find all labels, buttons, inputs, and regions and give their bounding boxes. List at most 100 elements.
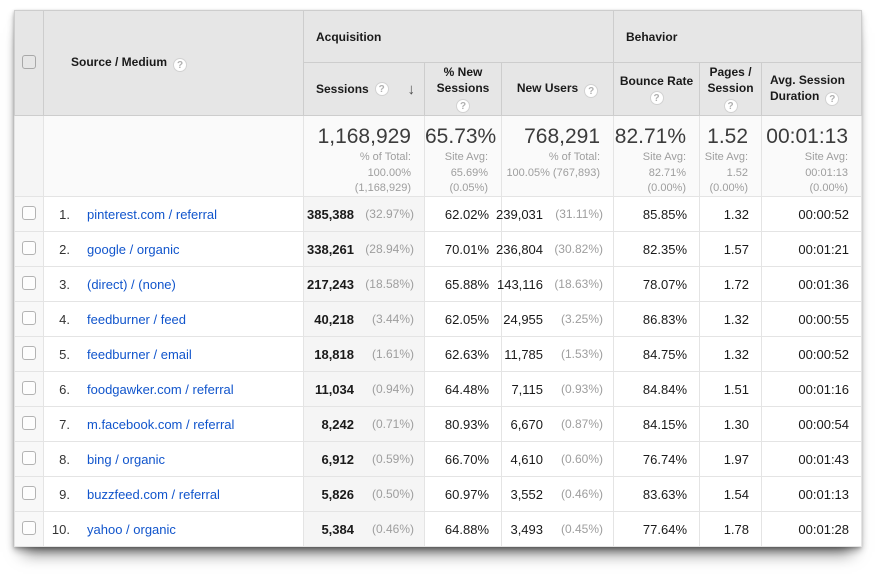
source-medium-link[interactable]: feedburner / email	[87, 346, 192, 362]
sessions-value: 18,818	[314, 346, 354, 362]
row-rank: 10.	[51, 521, 70, 537]
source-medium-cell: 4. feedburner / feed	[43, 301, 304, 338]
new-users-cell: 7,115 (0.93%)	[500, 371, 615, 408]
new-users-cell: 24,955 (3.25%)	[500, 301, 615, 338]
row-checkbox[interactable]	[22, 415, 36, 430]
help-icon[interactable]: ?	[649, 90, 664, 105]
avg-duration-cell: 00:00:54	[761, 406, 863, 443]
column-header-bounce-rate[interactable]: Bounce Rate ?	[613, 62, 701, 116]
bounce-rate-cell: 84.15%	[613, 406, 701, 443]
totals-pages-session-value: 1.52	[707, 125, 749, 148]
row-checkbox-cell	[14, 336, 44, 373]
pages-session-cell: 1.78	[699, 511, 763, 548]
new-users-cell: 6,670 (0.87%)	[500, 406, 615, 443]
bounce-rate-label: Bounce Rate	[619, 73, 694, 88]
avg-duration-cell: 00:00:52	[761, 336, 863, 373]
totals-row: 1,168,929 % of Total: 100.00% (1,168,929…	[14, 114, 863, 198]
sessions-percent: (0.71%)	[371, 417, 414, 432]
pages-session-cell: 1.57	[699, 231, 763, 268]
row-checkbox[interactable]	[22, 345, 36, 360]
bounce-rate-cell: 82.35%	[613, 231, 701, 268]
source-medium-cell: 5. feedburner / email	[43, 336, 304, 373]
pages-session-cell: 1.54	[699, 476, 763, 513]
source-medium-link[interactable]: (direct) / (none)	[87, 276, 176, 292]
source-medium-link[interactable]: pinterest.com / referral	[87, 206, 218, 222]
sessions-cell: 217,243 (18.58%)	[303, 266, 425, 303]
new-users-percent: (0.46%)	[560, 487, 604, 502]
column-header-avg-session-duration[interactable]: Avg. Session Duration?	[761, 62, 863, 116]
sessions-value: 5,384	[321, 521, 354, 537]
help-icon[interactable]: ?	[456, 99, 470, 114]
help-icon[interactable]: ?	[584, 83, 599, 98]
pct-new-sessions-cell: 80.93%	[424, 406, 502, 443]
pages-session-cell: 1.30	[699, 406, 763, 443]
new-users-value: 3,493	[510, 521, 544, 537]
column-header-sessions[interactable]: Sessions? ↓	[303, 62, 425, 116]
column-header-new-users[interactable]: New Users?	[500, 62, 615, 116]
row-checkbox[interactable]	[22, 520, 36, 535]
sessions-value: 40,218	[314, 311, 354, 327]
sort-descending-icon[interactable]: ↓	[407, 80, 416, 98]
totals-bounce-rate: 82.71% Site Avg: 82.71% (0.00%)	[613, 114, 701, 198]
analytics-table-panel: Source / Medium? Acquisition Behavior Se…	[14, 10, 863, 548]
select-all-checkbox[interactable]	[22, 54, 36, 69]
sessions-cell: 8,242 (0.71%)	[303, 406, 425, 443]
help-icon[interactable]: ?	[374, 82, 389, 96]
totals-avg-duration-sub: Site Avg: 00:01:13 (0.00%)	[804, 151, 849, 194]
new-users-cell: 4,610 (0.60%)	[500, 441, 615, 478]
source-medium-table: Source / Medium? Acquisition Behavior Se…	[14, 10, 863, 548]
row-checkbox[interactable]	[22, 450, 36, 465]
source-medium-cell: 2. google / organic	[43, 231, 304, 268]
pages-session-label: Pages / Session	[707, 64, 754, 95]
totals-avg-duration-value: 00:01:13	[766, 125, 849, 148]
source-medium-link[interactable]: bing / organic	[87, 451, 166, 467]
bounce-rate-cell: 86.83%	[613, 301, 701, 338]
source-medium-link[interactable]: google / organic	[87, 241, 180, 257]
sessions-value: 385,388	[307, 206, 354, 222]
table-row: 7. m.facebook.com / referral 8,242 (0.71…	[14, 406, 863, 443]
row-checkbox[interactable]	[22, 310, 36, 325]
column-header-source-medium[interactable]: Source / Medium?	[43, 10, 304, 116]
avg-duration-cell: 00:01:21	[761, 231, 863, 268]
avg-duration-cell: 00:01:16	[761, 371, 863, 408]
source-medium-link[interactable]: buzzfeed.com / referral	[87, 486, 220, 502]
bounce-rate-cell: 78.07%	[613, 266, 701, 303]
totals-sessions-value: 1,168,929	[317, 125, 411, 148]
source-medium-link[interactable]: m.facebook.com / referral	[87, 416, 235, 432]
table-row: 10. yahoo / organic 5,384 (0.46%) 64.88%…	[14, 511, 863, 548]
help-icon[interactable]: ?	[173, 57, 188, 72]
totals-pct-new-sessions: 65.73% Site Avg: 65.69% (0.05%)	[424, 114, 502, 198]
sessions-percent: (3.44%)	[371, 312, 414, 327]
sessions-cell: 5,826 (0.50%)	[303, 476, 425, 513]
help-icon[interactable]: ?	[825, 92, 840, 107]
new-users-percent: (0.45%)	[560, 522, 604, 537]
row-rank: 6.	[59, 381, 70, 397]
behavior-label: Behavior	[626, 29, 678, 44]
pct-new-sessions-cell: 62.63%	[424, 336, 502, 373]
row-checkbox[interactable]	[22, 240, 36, 255]
row-rank: 5.	[59, 346, 70, 362]
sessions-percent: (18.58%)	[365, 277, 414, 292]
avg-duration-cell: 00:00:55	[761, 301, 863, 338]
source-medium-link[interactable]: foodgawker.com / referral	[87, 381, 234, 397]
sessions-percent: (0.94%)	[371, 382, 414, 397]
column-header-pct-new-sessions[interactable]: % New Sessions ?	[424, 62, 502, 116]
row-checkbox[interactable]	[22, 485, 36, 500]
new-users-value: 11,785	[504, 346, 544, 362]
source-medium-cell: 6. foodgawker.com / referral	[43, 371, 304, 408]
source-medium-link[interactable]: yahoo / organic	[87, 521, 176, 537]
source-medium-cell: 1. pinterest.com / referral	[43, 196, 304, 233]
pages-session-cell: 1.32	[699, 301, 763, 338]
pct-new-sessions-cell: 66.70%	[424, 441, 502, 478]
row-checkbox[interactable]	[22, 275, 36, 290]
help-icon[interactable]: ?	[723, 99, 738, 114]
group-header-acquisition: Acquisition	[302, 10, 615, 63]
source-medium-link[interactable]: feedburner / feed	[87, 311, 187, 327]
source-medium-cell: 3. (direct) / (none)	[43, 266, 304, 303]
row-checkbox[interactable]	[22, 380, 36, 395]
table-row: 3. (direct) / (none) 217,243 (18.58%) 65…	[14, 266, 863, 303]
totals-new-users-value: 768,291	[524, 125, 601, 148]
row-checkbox[interactable]	[22, 205, 36, 220]
new-users-label: New Users	[516, 80, 579, 95]
column-header-pages-session[interactable]: Pages / Session ?	[699, 62, 763, 116]
